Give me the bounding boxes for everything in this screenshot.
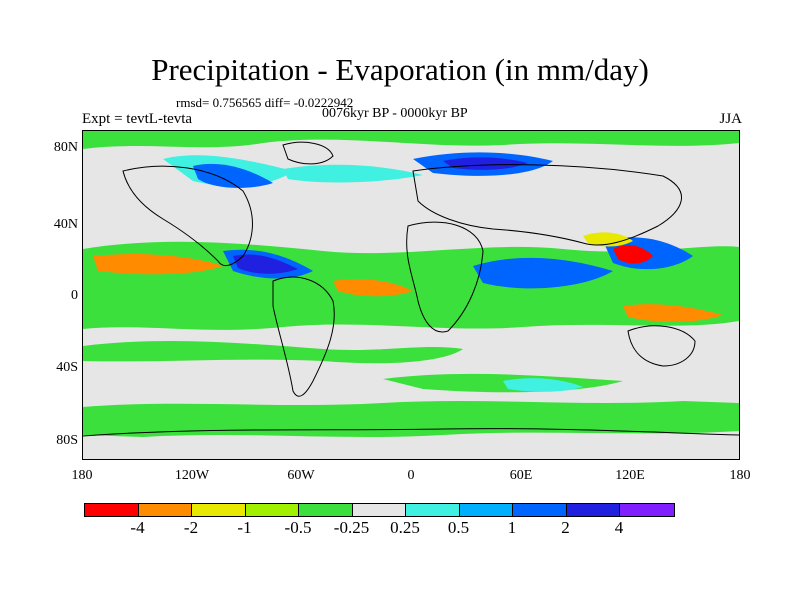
- lon-label-0: 0: [407, 468, 415, 483]
- period-text: 0076kyr BP - 0000kyr BP: [322, 106, 468, 121]
- colorbar-cell-7: [459, 504, 513, 516]
- north-atlantic-cyan: [283, 164, 423, 183]
- colorbar-cell-6: [406, 504, 460, 516]
- lon-label-60w: 60W: [287, 468, 315, 483]
- colorbar: [84, 503, 675, 517]
- colorbar-label-6: 0.5: [447, 518, 470, 537]
- colorbar-label-2: -1: [237, 518, 252, 537]
- colorbar-cell-4: [299, 504, 353, 516]
- colorbar-cell-2: [192, 504, 246, 516]
- map-panel: [82, 130, 740, 460]
- indian-ocean-blue: [473, 257, 613, 289]
- east-pacific-orange: [93, 254, 223, 275]
- north-america-outline: [122, 165, 253, 267]
- map-svg: [83, 131, 739, 459]
- colorbar-cell-1: [138, 504, 192, 516]
- atlantic-orange: [333, 279, 413, 297]
- colorbar-cell-10: [620, 504, 674, 516]
- colorbar-label-8: 2: [561, 518, 570, 537]
- chart-title: Precipitation - Evaporation (in mm/day): [151, 52, 649, 87]
- south-pacific-orange: [623, 304, 723, 322]
- colorbar-label-0: -4: [130, 518, 145, 537]
- arctic-green-band: [83, 131, 739, 149]
- colorbar-label-7: 1: [507, 518, 517, 537]
- arctic-blue-patch: [193, 163, 273, 188]
- philippines-red: [613, 245, 653, 264]
- lat-label-0: 0: [71, 288, 78, 303]
- lon-label-180-left: 180: [71, 468, 93, 483]
- eurasia-outline: [412, 164, 682, 246]
- colorbar-cell-8: [513, 504, 567, 516]
- colorbar-cell-5: [352, 504, 406, 516]
- south-america-outline: [272, 276, 335, 397]
- africa-outline: [406, 221, 484, 333]
- experiment-label: Expt = tevtL-tevta: [82, 111, 193, 127]
- colorbar-label-1: -2: [183, 518, 199, 537]
- lat-label-40n: 40N: [53, 217, 78, 232]
- southern-ocean-cyan: [503, 378, 583, 392]
- lat-label-80s: 80S: [56, 433, 78, 448]
- lon-label-60e: 60E: [509, 468, 533, 483]
- season-label: JJA: [719, 111, 742, 127]
- colorbar-cell-9: [566, 504, 620, 516]
- colorbar-cell-3: [245, 504, 299, 516]
- colorbar-label-9: 4: [614, 518, 624, 537]
- antarctica-outline: [83, 428, 739, 437]
- antarctic-green-band: [83, 401, 739, 437]
- australia-outline: [627, 325, 696, 367]
- greenland-outline: [282, 141, 334, 165]
- lat-label-80n: 80N: [53, 140, 78, 155]
- colorbar-cell-0: [85, 504, 139, 516]
- lon-label-180-right: 180: [729, 468, 751, 483]
- lon-label-120e: 120E: [615, 468, 645, 483]
- colorbar-label-3: -0.5: [284, 518, 312, 537]
- lon-label-120w: 120W: [174, 468, 210, 483]
- colorbar-label-5: 0.25: [390, 518, 420, 537]
- lat-label-40s: 40S: [56, 360, 78, 375]
- stats-text: rmsd= 0.756565 diff= -0.0222942: [176, 95, 354, 110]
- coastlines: [83, 141, 739, 437]
- south-china-yellow: [583, 232, 633, 247]
- southern-pacific-green: [83, 340, 463, 364]
- colorbar-label-4: -0.25: [333, 518, 370, 537]
- siberia-dark-blue-patch: [443, 157, 528, 170]
- central-america-dark-blue: [233, 254, 298, 274]
